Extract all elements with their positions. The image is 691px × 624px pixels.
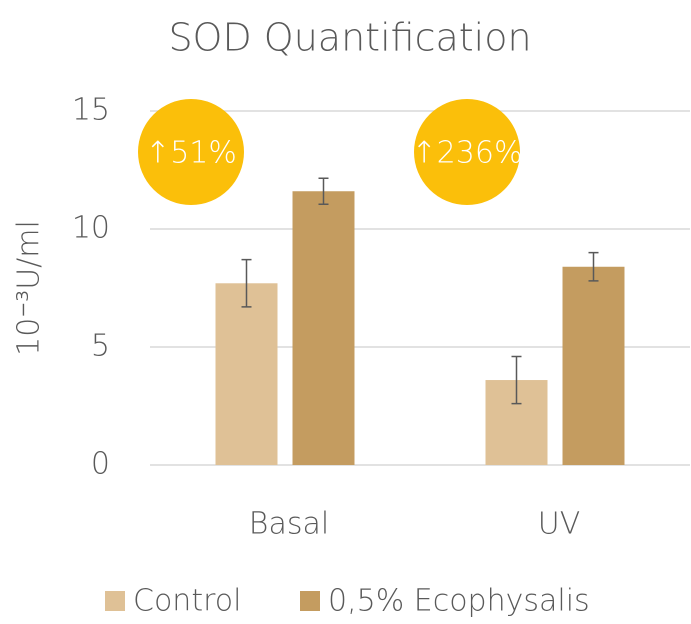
legend-label: 0,5% Ecophysalis [328, 584, 590, 619]
y-axis-label: 10⁻³U/ml [12, 220, 47, 356]
error-bar [511, 355, 522, 405]
y-tick-label: 0 [91, 447, 110, 482]
error-bar [588, 251, 599, 282]
legend-swatch [300, 591, 320, 611]
annotation-circle [414, 99, 520, 205]
y-tick-label: 15 [72, 93, 110, 128]
legend-swatch [105, 591, 125, 611]
error-bar [241, 258, 252, 308]
legend-label: Control [133, 584, 241, 619]
chart-title: SOD Quantification [168, 16, 531, 60]
bar [292, 191, 355, 466]
annotation: ↑51% [145, 136, 237, 171]
annotation-circle [138, 99, 244, 205]
annotation: ↑236% [412, 136, 523, 171]
x-tick-label: UV [538, 507, 580, 542]
error-bar [318, 177, 329, 205]
x-tick-label: Basal [249, 507, 329, 542]
bar [215, 283, 278, 465]
bar [562, 266, 625, 465]
y-tick-label: 10 [72, 211, 110, 246]
y-tick-label: 5 [91, 329, 110, 364]
